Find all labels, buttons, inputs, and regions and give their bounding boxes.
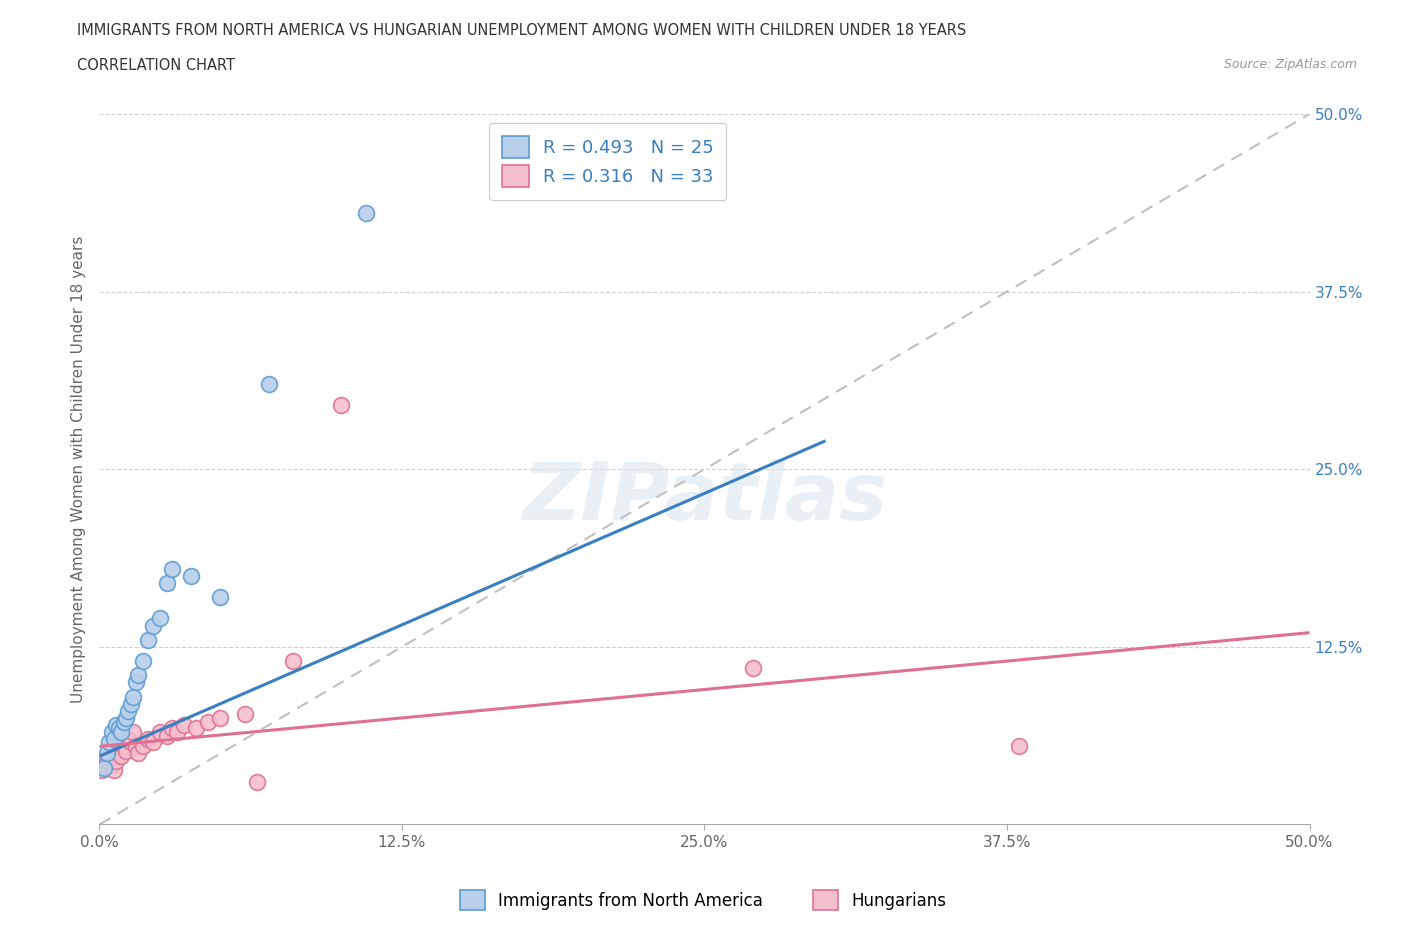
Y-axis label: Unemployment Among Women with Children Under 18 years: Unemployment Among Women with Children U… — [72, 235, 86, 703]
Point — [127, 668, 149, 683]
Point — [281, 654, 304, 669]
Point — [125, 739, 148, 754]
Text: ZIPatlas: ZIPatlas — [522, 458, 887, 537]
Point — [120, 697, 142, 711]
Point — [246, 775, 269, 790]
Point — [209, 590, 232, 604]
Point — [107, 746, 129, 761]
Point — [160, 721, 183, 736]
Point — [257, 377, 280, 392]
Point — [90, 763, 112, 777]
Point — [112, 739, 135, 754]
Point — [233, 706, 256, 721]
Point — [1008, 739, 1031, 754]
Point — [120, 735, 142, 750]
Point — [354, 206, 377, 221]
Text: Source: ZipAtlas.com: Source: ZipAtlas.com — [1223, 58, 1357, 71]
Point — [96, 753, 118, 768]
Text: IMMIGRANTS FROM NORTH AMERICA VS HUNGARIAN UNEMPLOYMENT AMONG WOMEN WITH CHILDRE: IMMIGRANTS FROM NORTH AMERICA VS HUNGARI… — [77, 23, 966, 38]
Point — [117, 703, 139, 718]
Point — [127, 746, 149, 761]
Point — [160, 562, 183, 577]
Point — [209, 711, 232, 725]
Point — [122, 724, 145, 739]
Point — [330, 398, 353, 413]
Point — [132, 739, 155, 754]
Point — [100, 757, 122, 772]
Point — [117, 732, 139, 747]
Point — [741, 660, 763, 675]
Point — [122, 689, 145, 704]
Point — [132, 654, 155, 669]
Point — [173, 718, 195, 733]
Point — [197, 715, 219, 730]
Point — [96, 746, 118, 761]
Point — [98, 735, 121, 750]
Point — [156, 729, 179, 744]
Point — [156, 576, 179, 591]
Point — [180, 568, 202, 583]
Point — [105, 718, 128, 733]
Point — [166, 724, 188, 739]
Point — [149, 724, 172, 739]
Point — [115, 711, 138, 725]
Point — [93, 760, 115, 775]
Point — [103, 732, 125, 747]
Legend: R = 0.493   N = 25, R = 0.316   N = 33: R = 0.493 N = 25, R = 0.316 N = 33 — [489, 123, 727, 200]
Point — [103, 763, 125, 777]
Point — [100, 724, 122, 739]
Point — [142, 618, 165, 633]
Point — [125, 675, 148, 690]
Legend: Immigrants from North America, Hungarians: Immigrants from North America, Hungarian… — [453, 884, 953, 917]
Text: CORRELATION CHART: CORRELATION CHART — [77, 58, 235, 73]
Point — [98, 749, 121, 764]
Point — [115, 743, 138, 758]
Point — [186, 721, 208, 736]
Point — [105, 753, 128, 768]
Point — [107, 721, 129, 736]
Point — [112, 715, 135, 730]
Point — [149, 611, 172, 626]
Point — [110, 724, 132, 739]
Point — [136, 732, 159, 747]
Point — [136, 632, 159, 647]
Point — [93, 757, 115, 772]
Point — [142, 735, 165, 750]
Point — [110, 749, 132, 764]
